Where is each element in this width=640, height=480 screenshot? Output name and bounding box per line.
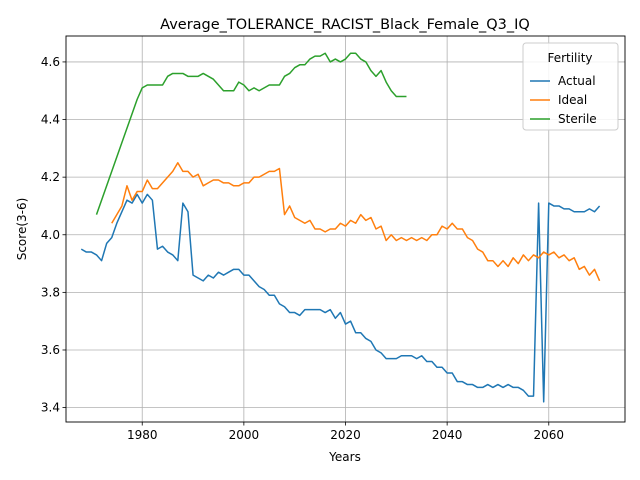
y-tick-label: 4.4 [41,113,60,127]
y-tick-label: 3.6 [41,343,60,357]
legend-label-sterile: Sterile [558,112,597,126]
chart-title: Average_TOLERANCE_RACIST_Black_Female_Q3… [160,17,530,33]
y-tick-label: 3.8 [41,285,60,299]
x-tick-label: 2020 [330,428,361,442]
x-tick-label: 1980 [127,428,158,442]
x-axis: 1980 2000 2020 2040 2060 [127,422,564,442]
legend-label-actual: Actual [558,74,596,88]
y-tick-label: 4.6 [41,55,60,69]
y-tick-label: 3.4 [41,401,60,415]
x-axis-label: Years [328,450,361,464]
legend-box [522,42,619,131]
legend-title: Fertility [547,51,592,65]
x-tick-label: 2040 [432,428,463,442]
series-line-ideal [111,162,601,282]
legend: Fertility Actual Ideal Sterile [522,42,619,131]
x-tick-label: 2060 [533,428,564,442]
y-axis-label: Score(3-6) [15,198,29,261]
x-tick-label: 2000 [229,428,260,442]
series-line-sterile [95,52,407,215]
y-tick-label: 4.2 [41,170,60,184]
series-layer [80,52,601,403]
y-tick-label: 4.0 [41,228,60,242]
series-line-actual [80,193,601,403]
legend-label-ideal: Ideal [558,93,587,107]
y-axis: 3.4 3.6 3.8 4.0 4.2 4.4 4.6 [41,55,66,415]
